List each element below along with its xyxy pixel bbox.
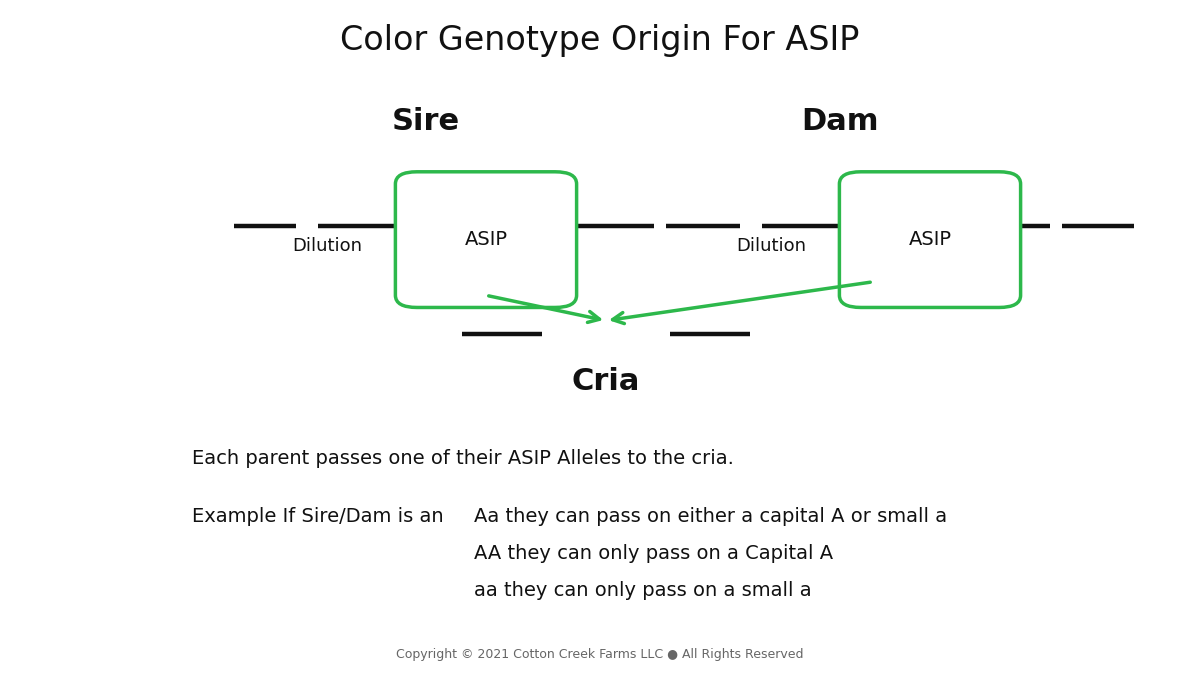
- Text: ASIP: ASIP: [464, 230, 508, 249]
- FancyBboxPatch shape: [396, 171, 577, 308]
- Text: Dilution: Dilution: [292, 238, 362, 255]
- Text: Color Genotype Origin For ASIP: Color Genotype Origin For ASIP: [341, 24, 859, 57]
- Text: AA they can only pass on a Capital A: AA they can only pass on a Capital A: [474, 544, 833, 563]
- Text: aa they can only pass on a small a: aa they can only pass on a small a: [474, 581, 811, 600]
- Text: Each parent passes one of their ASIP Alleles to the cria.: Each parent passes one of their ASIP All…: [192, 450, 734, 468]
- Text: Aa they can pass on either a capital A or small a: Aa they can pass on either a capital A o…: [474, 507, 947, 526]
- FancyBboxPatch shape: [840, 171, 1020, 308]
- Text: Sire: Sire: [392, 107, 460, 136]
- Text: Example If Sire/Dam is an: Example If Sire/Dam is an: [192, 507, 444, 526]
- Text: Dam: Dam: [802, 107, 878, 136]
- Text: ASIP: ASIP: [908, 230, 952, 249]
- Text: Copyright © 2021 Cotton Creek Farms LLC ● All Rights Reserved: Copyright © 2021 Cotton Creek Farms LLC …: [396, 648, 804, 662]
- Text: Dilution: Dilution: [736, 238, 806, 255]
- Text: Cria: Cria: [572, 367, 640, 396]
